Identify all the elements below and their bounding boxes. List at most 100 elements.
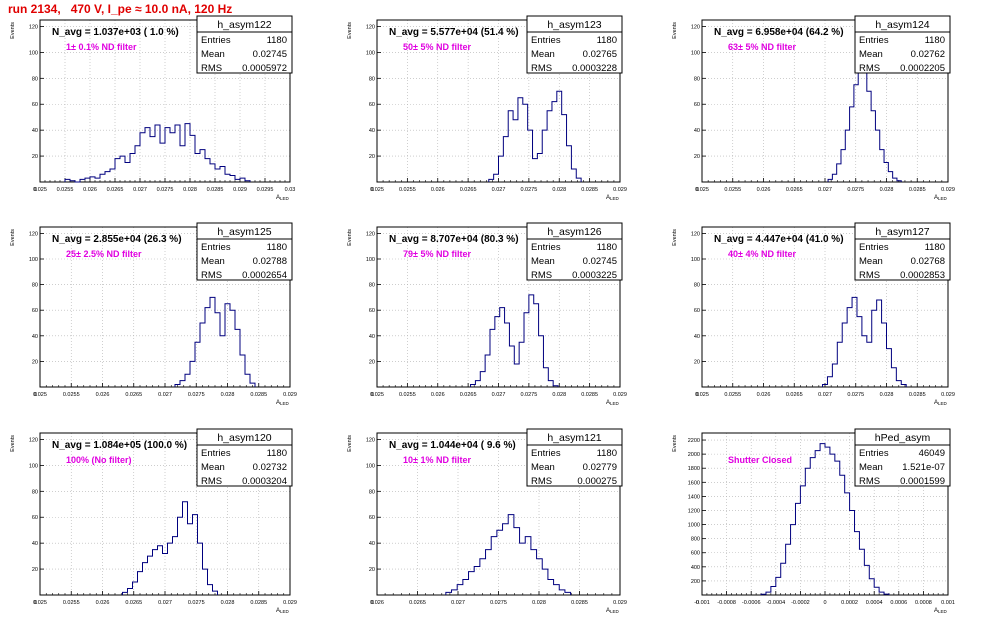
stats-label: RMS [859,63,880,74]
n-avg-label: N_avg = 6.958e+04 (64.2 %) [714,27,844,38]
y-tick-label: 40 [369,541,375,547]
histogram-bin [562,115,567,182]
y-tick-label: 40 [32,334,38,340]
x-tick-label: 0.027 [492,187,506,193]
y-tick-label: 80 [32,489,38,495]
histogram-bin [781,563,786,595]
y-tick-label: 60 [369,308,375,314]
histogram-bin [115,159,120,182]
stats-label: RMS [531,63,552,74]
histogram-bin [125,163,130,182]
histogram-bin [542,569,548,595]
stats-label: RMS [201,476,222,487]
histogram-bin [776,577,781,595]
histogram-bin [160,143,165,182]
histogram-bin [537,559,543,595]
y-axis-title: Events [347,229,353,246]
y-tick-label: 400 [691,565,700,571]
stats-value: 1180 [267,35,287,46]
x-tick-label: 0.027 [451,600,465,606]
stats-histogram-name: h_asym125 [217,226,271,238]
x-tick-label: 0.03 [285,187,296,193]
y-tick-label: 20 [369,359,375,365]
stats-label: Mean [859,462,883,473]
y-axis-title: Events [10,435,16,452]
stats-label: Entries [201,448,231,459]
histogram-bin [508,111,513,182]
x-tick-label: 0.0255 [57,187,74,193]
y-tick-label: 100 [29,257,38,263]
histogram-bin [877,300,882,387]
x-tick-label: 0.025 [33,600,47,606]
stats-label: Mean [859,49,883,60]
stats-label: Mean [201,256,225,267]
x-tick-label: 0.025 [33,187,47,193]
histogram-bin [842,323,847,387]
x-axis-title: ALED [934,608,948,614]
histogram-bin [771,587,776,595]
x-tick-label: 0.028 [552,392,566,398]
histogram-bin [854,85,858,182]
histogram-bin [827,377,832,387]
x-axis-subscript: LED [610,196,620,201]
x-tick-label: 0.0285 [909,392,926,398]
x-tick-label: 0.029 [941,392,955,398]
histogram-line [174,296,256,387]
stats-label: Entries [859,242,889,253]
x-tick-label: 0.025 [695,392,709,398]
histogram-bin [832,364,837,387]
x-tick-label: 0.027 [158,600,172,606]
y-tick-label: 40 [32,128,38,134]
histogram-panel-h_asym124: 0.025 0.0255 0.026 0.0265 0.027 0.0275 0.028 0.… [672,15,955,201]
histogram-bin [185,124,190,182]
y-tick-label: 120 [29,437,38,443]
x-tick-label: 0.026 [96,392,110,398]
y-tick-label: 120 [29,24,38,30]
stats-value: 1180 [597,448,617,459]
y-tick-label: 100 [366,50,375,56]
histogram-bin [519,342,524,387]
n-avg-label: N_avg = 1.044e+04 ( 9.6 %) [389,440,516,451]
x-tick-label: 0.027 [158,392,172,398]
x-axis-subscript: LED [938,609,948,614]
histogram-bin [452,590,458,595]
y-tick-label: 200 [691,579,700,585]
y-tick-label: 1600 [688,480,700,486]
histogram-bin [552,102,557,182]
x-tick-label: 0.0285 [909,187,926,193]
histogram-panel-h_asym120: 0.025 0.0255 0.026 0.0265 0.027 0.0275 0.028 0.… [10,428,297,614]
histogram-bin [90,177,95,182]
stats-value: 1180 [925,35,945,46]
x-tick-label: -0.0008 [717,600,736,606]
y-tick-label: 120 [366,231,375,237]
x-tick-label: 0.0265 [786,187,803,193]
x-tick-label: 0.001 [941,600,955,606]
filter-annotation: 40± 4% ND filter [728,249,796,259]
histogram-bin [888,172,892,182]
histogram-bin [245,374,250,387]
y-tick-label: 80 [369,283,375,289]
x-tick-label: 0.028 [880,187,894,193]
y-tick-label: 40 [694,128,700,134]
y-tick-label: 80 [369,76,375,82]
histogram-bin [576,178,581,182]
histogram-bin [537,153,542,182]
filter-annotation: 1± 0.1% ND filter [66,42,137,52]
histogram-bin [200,323,205,387]
y-tick-label: 60 [369,515,375,521]
histogram-bin [100,174,105,182]
histogram-bin [480,372,485,387]
x-tick-label: 0.029 [233,187,247,193]
stats-value: 0.0005972 [242,63,287,74]
y-tick-label: 100 [29,463,38,469]
histogram-bin [871,111,875,182]
x-tick-label: 0.025 [695,187,709,193]
histogram-panel-h_asym126: 0.025 0.0255 0.026 0.0265 0.027 0.0275 0.028 0.… [347,222,627,406]
y-tick-label: 120 [691,231,700,237]
histogram-bin [490,329,495,387]
histogram-bin [240,355,245,387]
histogram-bin [486,550,492,595]
histogram-line [488,90,582,182]
histogram-bin [547,111,552,182]
y-tick-label: 80 [694,76,700,82]
